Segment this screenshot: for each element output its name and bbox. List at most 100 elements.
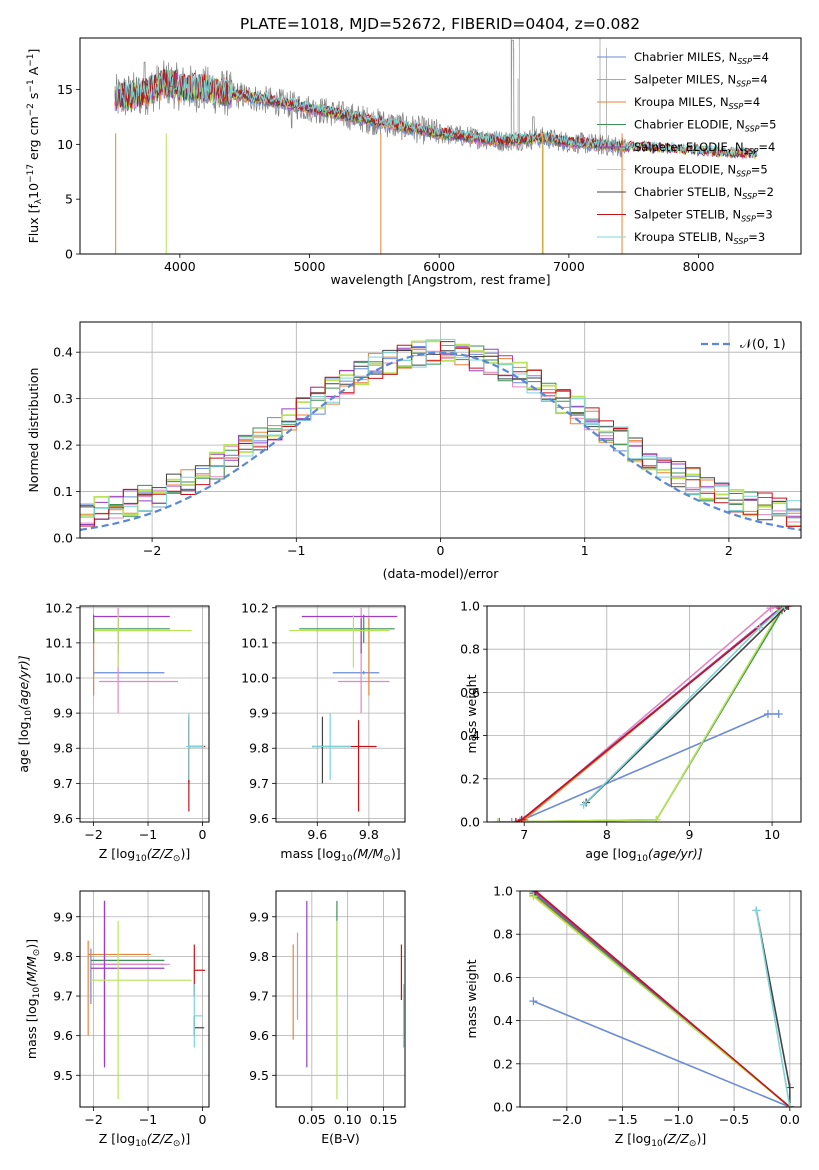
- x-tick-label: 6000: [423, 259, 455, 274]
- y-tick-label: 0: [65, 247, 73, 262]
- y-tick-label: 0.2: [53, 438, 73, 453]
- ticks-spectrum: 4000 5000 6000 7000 8000 0 5 10 15: [57, 82, 714, 274]
- x-tick-label: −0.5: [719, 1112, 749, 1127]
- x-tick-label: −1: [287, 543, 305, 558]
- cumulative-marker: [495, 818, 504, 822]
- x-axis-label: age [log10(age/yr)]: [585, 846, 702, 864]
- x-tick-label: 0.10: [334, 1112, 362, 1127]
- cumulative-line: [755, 910, 791, 1107]
- x-tick-label: 0: [198, 1112, 206, 1127]
- y-tick-label: 9.9: [53, 909, 73, 924]
- y-tick-label: 9.7: [249, 776, 269, 791]
- cumulative-marker: [752, 906, 761, 915]
- axes-frame: [79, 321, 802, 539]
- figure-title: PLATE=1018, MJD=52672, FIBERID=0404, z=0…: [240, 15, 640, 33]
- ticks-age_vs_Z: −2 −1 0 9.6 9.7 9.8 9.9 10.0 10.1 10.2: [45, 600, 206, 842]
- cumulative-marker: [529, 892, 538, 901]
- y-tick-label: 9.5: [53, 1068, 73, 1083]
- cumulative-marker: [579, 800, 588, 809]
- y-tick-label: 0.0: [460, 815, 480, 830]
- axes-frame: [79, 605, 210, 823]
- legend-label: Salpeter ELODIE, NSSP=4: [634, 140, 775, 156]
- x-tick-label: −1: [139, 827, 157, 842]
- legend-label: Kroupa STELIB, NSSP=3: [634, 230, 765, 246]
- x-tick-label: 0: [437, 543, 445, 558]
- cumulative-marker: [493, 818, 502, 822]
- x-tick-label: −2.0: [552, 1112, 582, 1127]
- x-axis-label: Z [log10(Z/Z⊙)]: [615, 1131, 706, 1149]
- y-axis-label: Flux [fλ10−17 erg cm−2 s−1 A−1]: [26, 49, 44, 244]
- y-tick-label: 0.8: [460, 642, 480, 657]
- grid-mass_vs_Z: [80, 891, 209, 1107]
- axes-frame: [519, 890, 802, 1108]
- axes-frame: [275, 605, 406, 823]
- cumulative-line: [535, 891, 791, 1107]
- x-tick-label: −2: [84, 1112, 102, 1127]
- plot-area-cum_mass_vs_age: [493, 606, 793, 822]
- cumulative-marker: [529, 997, 538, 1006]
- cumulative-marker: [531, 891, 540, 895]
- x-tick-label: −1.0: [663, 1112, 693, 1127]
- y-tick-label: 10.0: [241, 671, 269, 686]
- axes-frame: [79, 37, 802, 255]
- x-tick-label: 8: [603, 827, 611, 842]
- y-tick-label: 9.6: [53, 1028, 73, 1043]
- axes-cum_mass_vs_Z: −2.0 −1.5 −1.0 −0.5 0.0 0.0 0.2 0.4 0.6 0.8 1.0 Z […: [464, 884, 802, 1149]
- y-axis-label: mass weight: [464, 959, 479, 1038]
- y-tick-label: 0.2: [460, 771, 480, 786]
- cumulative-marker: [766, 606, 775, 613]
- x-tick-label: 5000: [294, 259, 326, 274]
- x-tick-label: 9.6: [307, 827, 327, 842]
- axes-residuals: −2 −1 0 1 2 0.0 0.1 0.2 0.3 0.4 (data-model)/error…: [26, 321, 802, 581]
- y-tick-label: 9.6: [249, 811, 269, 826]
- y-tick-label: 0.4: [493, 1013, 513, 1028]
- y-tick-label: 9.9: [249, 706, 269, 721]
- legend-label: 𝒩(0, 1): [740, 336, 786, 351]
- ticks-age_vs_mass: 9.6 9.8 9.6 9.7 9.8 9.9 10.0 10.1 10.2: [241, 600, 379, 842]
- plot-area-cum_mass_vs_Z: [529, 891, 794, 1107]
- x-axis-label: mass [log10(M/M⊙)]: [280, 846, 400, 864]
- y-tick-label: 0.6: [493, 970, 513, 985]
- legend-label: Kroupa MILES, NSSP=4: [634, 95, 760, 111]
- y-tick-label: 9.6: [249, 1028, 269, 1043]
- spectrum-model-line: [114, 68, 758, 159]
- cumulative-marker: [785, 1103, 794, 1107]
- legend-label: Kroupa ELODIE, NSSP=5: [634, 163, 768, 179]
- y-tick-label: 15: [57, 82, 73, 97]
- cumulative-marker: [763, 710, 772, 718]
- x-axis-label: (data-model)/error: [383, 566, 500, 581]
- plot-area-spectrum: [114, 38, 758, 254]
- x-tick-label: 4000: [164, 259, 196, 274]
- y-axis-label: age [log10(age/yr)]: [16, 655, 34, 772]
- cumulative-marker: [780, 606, 789, 610]
- cumulative-marker: [784, 606, 793, 610]
- y-tick-label: 5: [65, 192, 73, 207]
- x-tick-label: 0.05: [298, 1112, 326, 1127]
- x-tick-label: 0.15: [370, 1112, 398, 1127]
- y-tick-label: 10.1: [241, 635, 269, 650]
- y-tick-label: 9.8: [249, 949, 269, 964]
- y-tick-label: 0.4: [460, 728, 480, 743]
- x-tick-label: 7: [520, 827, 528, 842]
- x-tick-label: 1: [581, 543, 589, 558]
- x-tick-label: −2: [143, 543, 161, 558]
- x-axis-label: Z [log10(Z/Z⊙)]: [99, 1131, 190, 1149]
- plot-area-mass_vs_ebv: [292, 900, 405, 1100]
- y-tick-label: 9.8: [53, 949, 73, 964]
- y-tick-label: 10.2: [45, 600, 73, 615]
- y-tick-label: 0.0: [53, 531, 73, 546]
- cumulative-marker: [782, 606, 791, 610]
- ticks-mass_vs_Z: −2 −1 0 9.5 9.6 9.7 9.8 9.9: [53, 909, 206, 1127]
- axes-frame: [486, 605, 802, 823]
- plot-area-residuals: [80, 338, 801, 531]
- plot-area-mass_vs_Z: [87, 900, 206, 1100]
- y-tick-label: 1.0: [460, 599, 480, 614]
- ticks-residuals: −2 −1 0 1 2 0.0 0.1 0.2 0.3 0.4: [53, 345, 733, 558]
- y-tick-label: 9.5: [249, 1068, 269, 1083]
- legend-label: Chabrier ELODIE, NSSP=5: [634, 118, 776, 134]
- x-axis-label: E(B-V): [321, 1131, 360, 1146]
- x-axis-label: wavelength [Angstrom, rest frame]: [330, 272, 550, 287]
- x-tick-label: 9: [685, 827, 693, 842]
